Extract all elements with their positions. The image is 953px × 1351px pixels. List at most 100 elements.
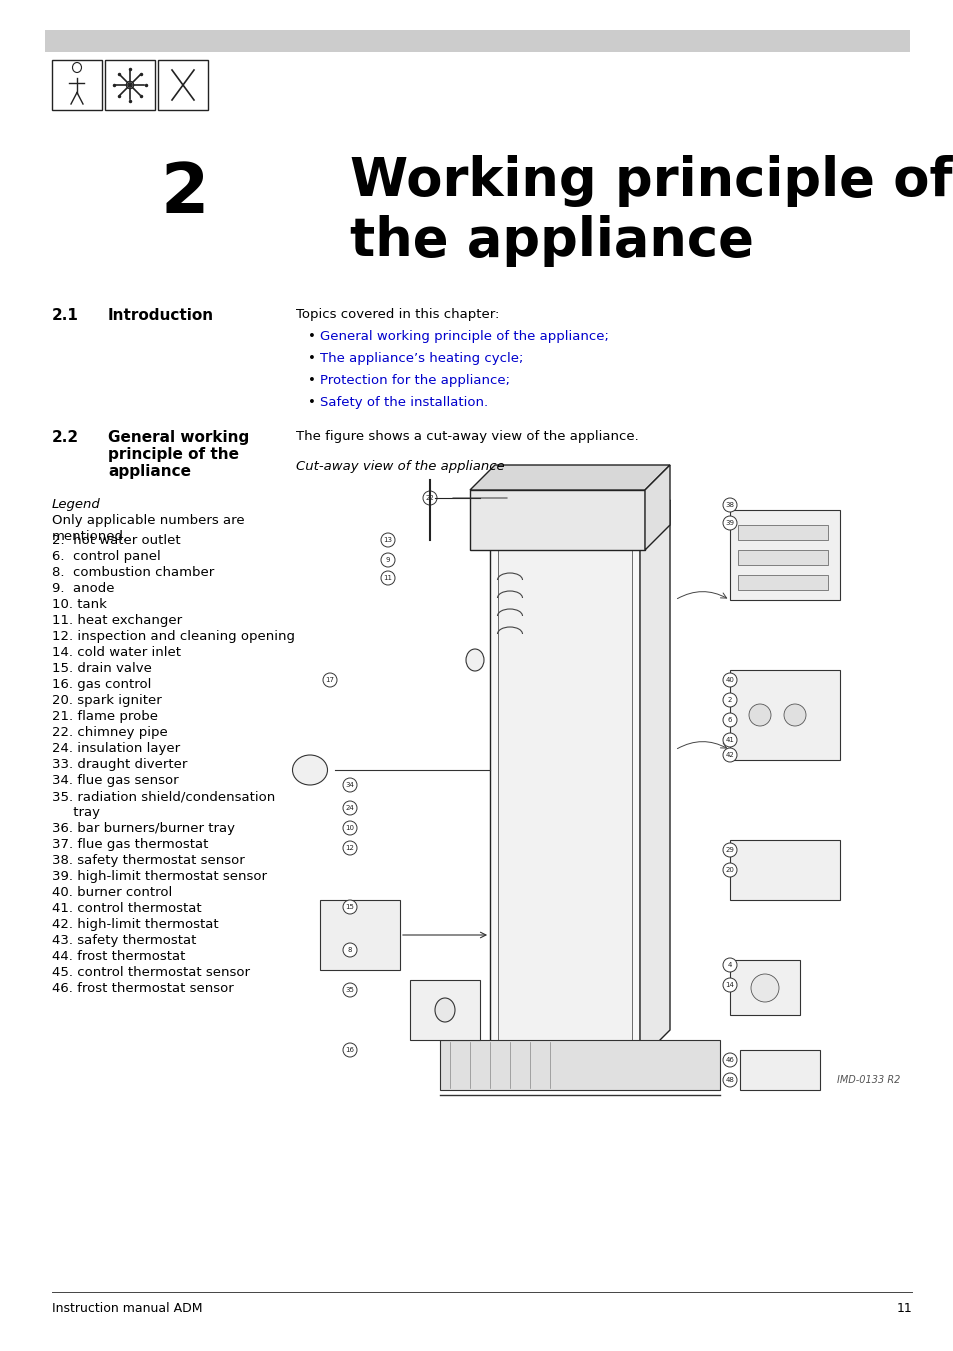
Ellipse shape <box>750 974 779 1002</box>
Text: Working principle of: Working principle of <box>350 155 951 207</box>
Text: 13: 13 <box>383 536 392 543</box>
Text: 41. control thermostat: 41. control thermostat <box>52 902 201 915</box>
Ellipse shape <box>343 821 356 835</box>
Text: •: • <box>308 396 315 409</box>
Bar <box>470 490 644 550</box>
Text: Protection for the appliance;: Protection for the appliance; <box>319 374 510 386</box>
Text: 9: 9 <box>385 557 390 563</box>
Text: 34: 34 <box>345 782 355 788</box>
Bar <box>497 540 631 1050</box>
Text: 40: 40 <box>725 677 734 684</box>
Text: 41: 41 <box>725 738 734 743</box>
Text: 2.1: 2.1 <box>52 308 79 323</box>
Polygon shape <box>644 465 669 550</box>
Bar <box>52 59 102 109</box>
Text: 10. tank: 10. tank <box>52 598 107 611</box>
Text: Safety of the installation.: Safety of the installation. <box>319 396 488 409</box>
Bar <box>738 576 827 590</box>
Text: The figure shows a cut-away view of the appliance.: The figure shows a cut-away view of the … <box>295 430 639 443</box>
Text: 21. flame probe: 21. flame probe <box>52 711 158 723</box>
Ellipse shape <box>343 1043 356 1056</box>
Ellipse shape <box>722 713 737 727</box>
Text: 20. spark igniter: 20. spark igniter <box>52 694 162 707</box>
Ellipse shape <box>343 842 356 855</box>
Text: principle of the: principle of the <box>108 447 239 462</box>
Text: 14: 14 <box>725 982 734 988</box>
Text: 39. high-limit thermostat sensor: 39. high-limit thermostat sensor <box>52 870 267 884</box>
Text: Legend: Legend <box>52 499 101 511</box>
Text: 35. radiation shield/condensation: 35. radiation shield/condensation <box>52 790 275 802</box>
Ellipse shape <box>722 516 737 530</box>
Bar <box>410 979 479 1040</box>
Ellipse shape <box>343 801 356 815</box>
Text: 17: 17 <box>325 677 335 684</box>
Text: 2.  hot water outlet: 2. hot water outlet <box>52 534 180 547</box>
Bar <box>729 509 840 600</box>
Text: 22: 22 <box>425 494 434 501</box>
Text: 46: 46 <box>725 1056 734 1063</box>
Bar <box>490 530 639 1061</box>
Text: 16. gas control: 16. gas control <box>52 678 152 690</box>
Ellipse shape <box>380 571 395 585</box>
Ellipse shape <box>722 673 737 688</box>
Bar <box>729 670 840 761</box>
Text: 48: 48 <box>725 1077 734 1084</box>
Text: •: • <box>308 374 315 386</box>
Text: 44. frost thermostat: 44. frost thermostat <box>52 950 185 963</box>
Text: •: • <box>308 353 315 365</box>
Text: 16: 16 <box>345 1047 355 1052</box>
Text: mentioned.: mentioned. <box>52 530 128 543</box>
Bar <box>738 526 827 540</box>
Text: 9.  anode: 9. anode <box>52 582 114 594</box>
Polygon shape <box>490 500 669 530</box>
Ellipse shape <box>722 958 737 971</box>
Text: 6: 6 <box>727 717 732 723</box>
Text: 45. control thermostat sensor: 45. control thermostat sensor <box>52 966 250 979</box>
Ellipse shape <box>722 843 737 857</box>
Bar <box>729 840 840 900</box>
Ellipse shape <box>722 978 737 992</box>
Text: 36. bar burners/burner tray: 36. bar burners/burner tray <box>52 821 234 835</box>
Text: Instruction manual ADM: Instruction manual ADM <box>52 1302 202 1315</box>
Text: 35: 35 <box>345 988 355 993</box>
Ellipse shape <box>126 81 133 89</box>
Bar <box>439 1040 720 1090</box>
Ellipse shape <box>465 648 483 671</box>
Ellipse shape <box>343 778 356 792</box>
Text: 42. high-limit thermostat: 42. high-limit thermostat <box>52 917 218 931</box>
Text: 8: 8 <box>348 947 352 952</box>
Text: 2: 2 <box>161 159 209 227</box>
Text: 2: 2 <box>727 697 731 703</box>
Text: appliance: appliance <box>108 463 191 480</box>
Ellipse shape <box>343 900 356 915</box>
Text: The appliance’s heating cycle;: The appliance’s heating cycle; <box>319 353 523 365</box>
Text: Introduction: Introduction <box>108 308 213 323</box>
Text: 39: 39 <box>724 520 734 526</box>
Ellipse shape <box>722 734 737 747</box>
Polygon shape <box>470 465 669 490</box>
Text: General working: General working <box>108 430 249 444</box>
Text: Cut-away view of the appliance: Cut-away view of the appliance <box>295 459 504 473</box>
Text: 6.  control panel: 6. control panel <box>52 550 161 563</box>
Text: 4: 4 <box>727 962 731 969</box>
Ellipse shape <box>343 984 356 997</box>
Ellipse shape <box>722 693 737 707</box>
Text: General working principle of the appliance;: General working principle of the applian… <box>319 330 608 343</box>
Ellipse shape <box>422 490 436 505</box>
Polygon shape <box>639 500 669 1061</box>
Bar <box>45 30 909 51</box>
Text: 12. inspection and cleaning opening: 12. inspection and cleaning opening <box>52 630 294 643</box>
Text: 37. flue gas thermostat: 37. flue gas thermostat <box>52 838 208 851</box>
Ellipse shape <box>722 748 737 762</box>
Ellipse shape <box>323 673 336 688</box>
Text: •: • <box>308 330 315 343</box>
Text: 38. safety thermostat sensor: 38. safety thermostat sensor <box>52 854 245 867</box>
Text: 11: 11 <box>895 1302 911 1315</box>
Text: 22. chimney pipe: 22. chimney pipe <box>52 725 168 739</box>
Text: Only applicable numbers are: Only applicable numbers are <box>52 513 244 527</box>
Text: 42: 42 <box>725 753 734 758</box>
Ellipse shape <box>783 704 805 725</box>
Text: 12: 12 <box>345 844 355 851</box>
Text: 24: 24 <box>345 805 354 811</box>
Text: 15. drain valve: 15. drain valve <box>52 662 152 676</box>
